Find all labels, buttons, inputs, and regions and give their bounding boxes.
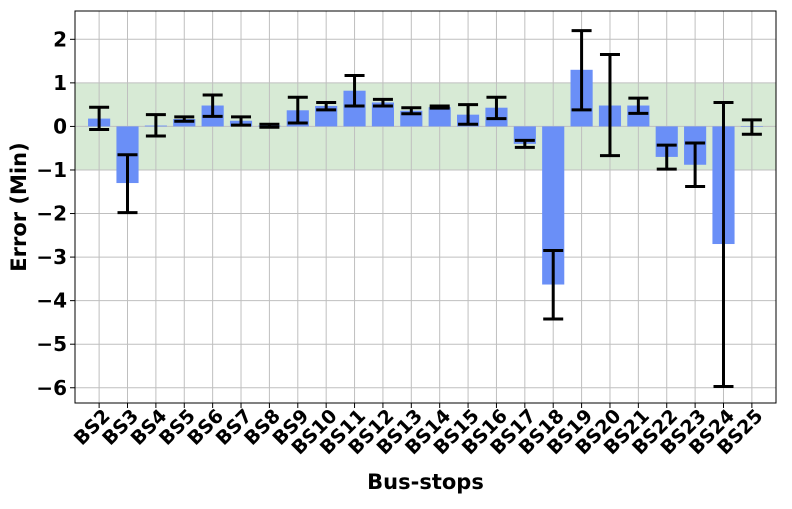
y-tick-label: −5: [36, 332, 67, 356]
error-bar-bs13: [401, 106, 422, 116]
bar-bs12: [371, 102, 394, 127]
error-bar-bs19: [571, 29, 592, 112]
error-bar-bs3: [117, 153, 138, 215]
bar-bs14: [428, 107, 451, 127]
y-tick-label: −1: [36, 158, 67, 182]
error-bar-bs18: [543, 249, 564, 321]
x-ticks-layer: BS2BS3BS4BS5BS6BS7BS8BS9BS10BS11BS12BS13…: [70, 403, 767, 459]
bar-bs22: [655, 126, 678, 157]
error-bar-bs5: [174, 115, 195, 123]
error-bar-bs21: [628, 96, 649, 115]
error-bar-bs16: [486, 95, 507, 121]
bar-bs21: [627, 105, 650, 127]
y-ticks-layer: −6 −5 −4 −3 −2 −1 0 1 2: [36, 27, 75, 400]
error-bar-bs9: [287, 95, 308, 125]
y-tick-label: 2: [53, 27, 67, 51]
error-bar-bs12: [372, 97, 393, 108]
error-bar-bs6: [202, 93, 223, 118]
y-tick-label: 1: [53, 71, 67, 95]
y-tick-label: −4: [36, 289, 67, 313]
error-bar-bs11: [344, 73, 365, 108]
x-axis-label: Bus-stops: [367, 470, 484, 494]
error-bars-layer: [89, 29, 762, 388]
error-bar-bs15: [458, 103, 479, 126]
error-bar-bs17: [514, 138, 535, 149]
error-bar-bs10: [316, 100, 337, 112]
y-tick-label: −2: [36, 202, 67, 226]
error-bar-bs8: [259, 122, 280, 129]
error-bar-bs20: [599, 53, 620, 158]
error-bar-bs14: [429, 104, 450, 110]
bar-bs5: [173, 119, 196, 127]
y-axis-label: Error (Min): [7, 142, 31, 271]
error-bar-bs4: [145, 113, 166, 138]
y-tick-label: −3: [36, 245, 67, 269]
grid-layer: [75, 11, 776, 403]
error-bar-bs23: [685, 141, 706, 189]
bar-bs18: [542, 126, 565, 285]
y-tick-label: 0: [53, 114, 67, 138]
error-bar-bs7: [231, 115, 252, 127]
error-bar-bs24: [713, 100, 734, 388]
plot-frame: [74, 10, 777, 404]
error-bar-bs25: [741, 118, 762, 136]
bar-bs11: [343, 90, 366, 127]
error-bar-bs2: [89, 105, 110, 131]
error-bar-bs22: [656, 143, 677, 171]
y-tick-label: −6: [36, 376, 67, 400]
